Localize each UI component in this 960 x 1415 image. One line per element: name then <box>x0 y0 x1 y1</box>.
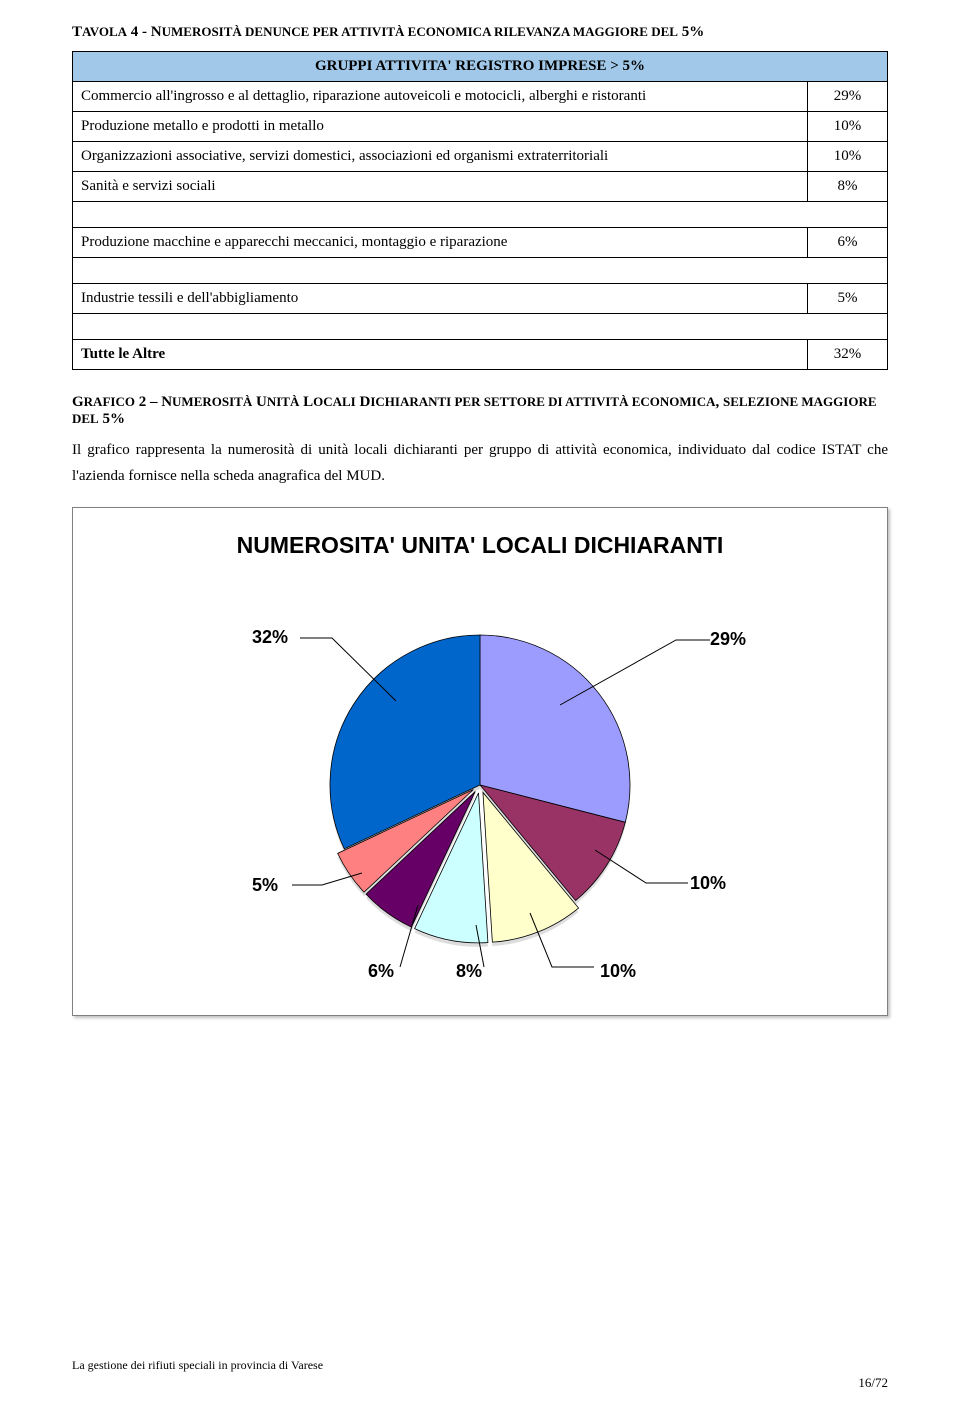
table-row: Sanità e servizi sociali8% <box>73 172 888 202</box>
footer-left: La gestione dei rifiuti speciali in prov… <box>72 1358 323 1373</box>
chart-frame: NUMEROSITA' UNITA' LOCALI DICHIARANTI 29… <box>72 507 888 1016</box>
table4-header: GRUPPI ATTIVITA' REGISTRO IMPRESE > 5% <box>73 52 888 82</box>
pie-label: 32% <box>252 627 288 647</box>
table-row: Tutte le Altre32% <box>73 340 888 370</box>
table4-title: TAVOLA 4 - NUMEROSITÀ DENUNCE PER ATTIVI… <box>72 24 888 41</box>
chart-title: NUMEROSITA' UNITA' LOCALI DICHIARANTI <box>93 532 867 559</box>
table-row: Commercio all'ingrosso e al dettaglio, r… <box>73 82 888 112</box>
pie-label: 29% <box>710 629 746 649</box>
pie-label: 10% <box>690 873 726 893</box>
table-row: Produzione macchine e apparecchi meccani… <box>73 228 888 258</box>
grafico2-title: GRAFICO 2 – NUMEROSITÀ UNITÀ LOCALI DICH… <box>72 394 888 428</box>
pie-label: 5% <box>252 875 278 895</box>
table-row: Organizzazioni associative, servizi dome… <box>73 142 888 172</box>
table4: GRUPPI ATTIVITA' REGISTRO IMPRESE > 5% C… <box>72 51 888 370</box>
footer-right: 16/72 <box>858 1375 888 1391</box>
pie-chart: 29% 10% 10% 8% 6% 5% 32% <box>100 575 860 995</box>
table-row: Industrie tessili e dell'abbigliamento5% <box>73 284 888 314</box>
table-row: Produzione metallo e prodotti in metallo… <box>73 112 888 142</box>
grafico2-body: Il grafico rappresenta la numerosità di … <box>72 438 888 489</box>
pie-label: 10% <box>600 961 636 981</box>
pie-label: 6% <box>368 961 394 981</box>
pie-label: 8% <box>456 961 482 981</box>
